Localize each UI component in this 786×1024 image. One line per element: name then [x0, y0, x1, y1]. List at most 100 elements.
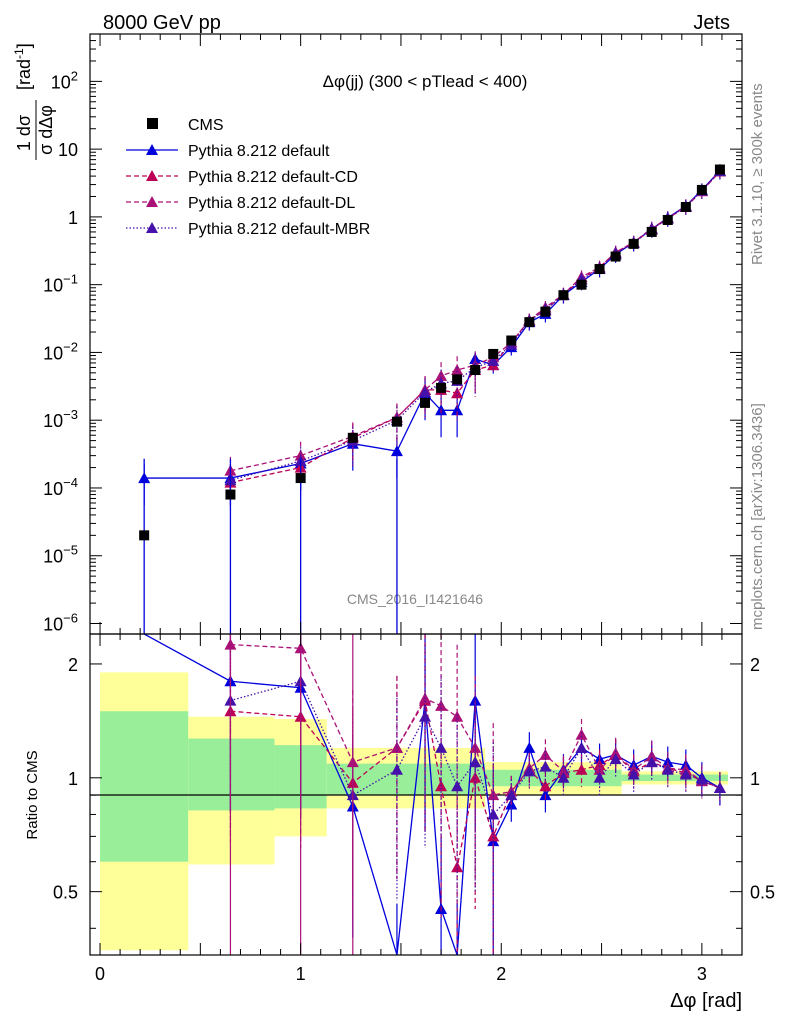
x-tick-labels: 0 1 2 3 [95, 964, 707, 984]
main-marker [419, 386, 432, 398]
ylabel-denominator: σ dΔφ [36, 105, 56, 155]
ratio-marker [575, 728, 588, 740]
ratio-marker [523, 765, 536, 777]
ratio-marker [557, 771, 570, 783]
ratio-marker [645, 756, 658, 768]
rivet-side-label: Rivet 3.1.10, ≥ 300k events [749, 83, 766, 265]
main-series-line [230, 170, 721, 481]
legend-marker [146, 144, 158, 155]
cms-point [714, 164, 725, 175]
main-marker [390, 445, 403, 457]
x-tick-label: 2 [496, 964, 506, 984]
ratio-y-tick-labels: 0.5 0.5 1 1 2 2 [53, 655, 775, 903]
ratio-marker [469, 771, 482, 783]
ratio-marker [593, 771, 606, 783]
ratio-series-line [230, 698, 721, 868]
uncertainty-bands [100, 672, 728, 951]
legend: CMS Pythia 8.212 default Pythia 8.212 defa… [126, 117, 370, 238]
ratio-marker [451, 861, 464, 873]
energy-label: 8000 GeV pp [103, 12, 221, 34]
ratio-marker [661, 763, 674, 775]
cms-point [470, 365, 481, 376]
main-y-tick-label: 10−6 [43, 611, 78, 635]
ratio-series-group [143, 633, 726, 956]
legend-marker [146, 196, 158, 207]
cms-point [610, 251, 621, 262]
green-band-1 [188, 738, 275, 811]
ratio-y-tick-label: 0.5 [53, 883, 78, 903]
analysis-watermark: CMS_2016_I1421646 [347, 591, 483, 607]
ratio-marker [695, 773, 708, 785]
ratio-series-line [230, 680, 721, 816]
ylabel-unit-open: [rad [14, 59, 34, 90]
x-tick-label: 1 [296, 964, 306, 984]
green-band-5 [621, 774, 728, 782]
ratio-marker [575, 741, 588, 753]
x-tick-label: 0 [95, 964, 105, 984]
ratio-marker [435, 741, 448, 753]
cms-point [139, 530, 150, 541]
cms-point [628, 238, 639, 249]
legend-label: Pythia 8.212 default-MBR [188, 221, 370, 238]
legend-marker-cms [147, 118, 158, 129]
ratio-marker [645, 750, 658, 762]
main-series-line [230, 170, 721, 484]
legend-label: Pythia 8.212 default-CD [188, 169, 358, 186]
main-y-tick-label: 10−1 [43, 272, 78, 296]
cms-point [662, 215, 673, 226]
ylabel-unit: [rad-1] [12, 43, 34, 90]
ratio-marker [539, 748, 552, 760]
cms-data-points [139, 164, 725, 541]
main-y-tick-label: 10 [58, 140, 78, 160]
ratio-marker [390, 763, 403, 775]
ratio-marker [469, 756, 482, 768]
cms-point [225, 489, 236, 500]
cms-point [295, 473, 306, 484]
mcplots-side-label: mcplots.cern.ch [arXiv:1306.3436] [749, 403, 766, 630]
ratio-marker [539, 760, 552, 772]
cms-point [558, 290, 569, 301]
ratio-y-tick-label-right: 2 [750, 655, 760, 675]
main-y-tick-label: 10−5 [43, 543, 78, 567]
cms-point [436, 382, 447, 393]
main-marker [487, 354, 500, 366]
main-marker [451, 364, 464, 376]
main-y-axis-label: 1 dσ σ dΔφ [rad-1] [12, 43, 56, 160]
ratio-marker [713, 781, 726, 793]
ratio-marker [557, 765, 570, 777]
main-y-tick-label: 1 [68, 208, 78, 228]
cms-point [646, 226, 657, 237]
x-tick-label: 3 [697, 964, 707, 984]
cms-point [576, 279, 587, 290]
ratio-panel: 0.5 0.5 1 1 2 2 0 1 2 3 Ratio to CMS Δφ [rad] [24, 633, 775, 1012]
ratio-marker [575, 763, 588, 775]
ratio-y-tick-label-right: 1 [750, 769, 760, 789]
green-band-0 [100, 711, 189, 862]
cms-point [594, 264, 605, 275]
legend-marker [146, 170, 158, 181]
ratio-y-axis-label: Ratio to CMS [24, 750, 41, 839]
ratio-marker [679, 768, 692, 780]
cms-point [420, 397, 431, 408]
main-series-line [230, 170, 721, 472]
main-y-tick-labels: 102 10 1 10−1 10−2 10−3 10−4 10−5 10−6 [43, 68, 78, 634]
legend-label: CMS [188, 117, 224, 134]
ratio-y-tick-label: 1 [68, 769, 78, 789]
cms-point [540, 306, 551, 317]
ratio-marker [505, 789, 518, 801]
main-y-tick-label: 10−4 [43, 475, 78, 499]
main-y-tick-label: 102 [51, 68, 78, 92]
ratio-series-line [230, 643, 721, 796]
cms-point [391, 416, 402, 427]
ylabel-unit-exp: -1 [12, 48, 26, 59]
main-series-line [144, 170, 721, 479]
ratio-marker [539, 780, 552, 792]
ratio-marker [609, 747, 622, 759]
main-series-2 [224, 164, 726, 498]
ratio-marker [487, 808, 500, 820]
main-panel: CMS_2016_I1421646 Δφ(jj) (300 < pTlead <… [12, 33, 743, 635]
main-marker [451, 404, 464, 416]
legend-marker [146, 222, 158, 233]
ratio-marker [451, 780, 464, 792]
